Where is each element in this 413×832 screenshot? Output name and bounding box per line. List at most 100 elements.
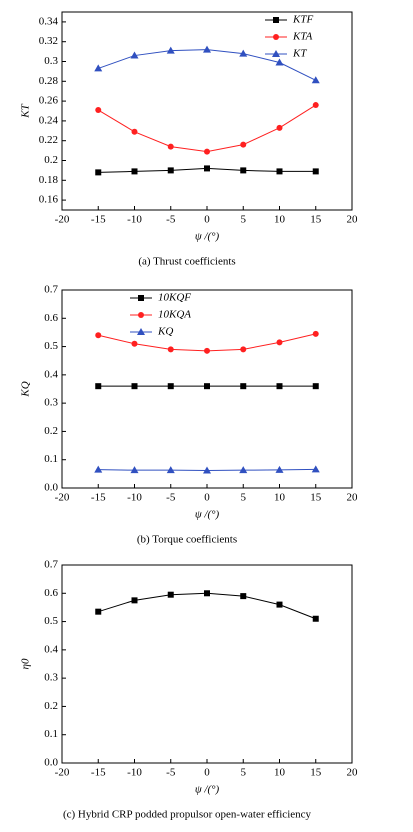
series-line <box>97 104 317 153</box>
y-tick-label: 0.16 <box>39 194 59 206</box>
y-axis-label: η0 <box>20 658 32 669</box>
marker <box>131 340 138 347</box>
y-tick-label: 0.0 <box>44 757 58 769</box>
y-tick-label: 0.5 <box>44 615 58 627</box>
x-tick-label: 15 <box>310 492 322 504</box>
marker <box>95 608 102 615</box>
y-tick-label: 0.6 <box>44 312 58 324</box>
marker <box>167 143 174 150</box>
caption: (a) Thrust coefficients <box>138 256 235 268</box>
caption: (c) Hybrid CRP podded propulsor open-wat… <box>63 809 312 821</box>
x-tick-label: -10 <box>127 214 142 226</box>
marker <box>312 102 319 109</box>
x-tick-label: 10 <box>274 767 286 779</box>
x-tick-label: -5 <box>166 214 176 226</box>
marker <box>203 45 211 53</box>
x-tick-label: 10 <box>274 214 286 226</box>
x-axis-label: ψ /(°) <box>195 231 220 243</box>
y-tick-label: 0.7 <box>44 559 58 571</box>
marker <box>204 148 210 155</box>
y-tick-label: 0.7 <box>44 284 58 296</box>
x-tick-label: -10 <box>127 492 142 504</box>
marker <box>273 34 279 40</box>
y-tick-label: 0.4 <box>44 643 58 655</box>
y-tick-label: 0.5 <box>44 340 58 352</box>
x-axis-label: ψ /(°) <box>195 784 220 796</box>
legend-label: KT <box>292 48 307 60</box>
marker <box>312 330 319 337</box>
marker <box>95 383 102 390</box>
y-tick-label: 0.2 <box>44 700 58 712</box>
marker <box>138 295 144 301</box>
marker <box>276 601 283 608</box>
x-tick-label: -10 <box>127 767 142 779</box>
marker <box>276 339 283 346</box>
marker <box>95 107 102 114</box>
y-tick-label: 0.24 <box>39 114 59 126</box>
marker <box>276 383 283 390</box>
y-tick-label: 0.34 <box>39 15 59 27</box>
x-tick-label: -20 <box>55 492 70 504</box>
marker <box>166 46 175 54</box>
marker <box>167 167 174 174</box>
y-tick-label: 0.6 <box>44 587 58 599</box>
marker <box>276 124 283 131</box>
marker <box>130 466 139 474</box>
x-tick-label: 10 <box>274 492 286 504</box>
marker <box>94 465 103 473</box>
marker <box>204 590 210 597</box>
x-tick-label: 20 <box>347 214 359 226</box>
marker <box>272 50 280 57</box>
y-tick-label: 0.4 <box>44 368 58 380</box>
marker <box>138 312 144 318</box>
x-tick-label: 0 <box>204 492 210 504</box>
y-tick-label: 0.3 <box>44 397 58 409</box>
y-tick-label: 0.0 <box>44 482 58 494</box>
x-tick-label: -15 <box>91 767 106 779</box>
marker <box>275 58 284 66</box>
x-tick-label: 0 <box>204 214 210 226</box>
marker <box>312 383 319 390</box>
y-tick-label: 0.2 <box>44 154 58 166</box>
x-tick-label: 5 <box>241 767 247 779</box>
marker <box>312 168 319 175</box>
marker <box>275 465 284 473</box>
y-tick-label: 0.22 <box>39 134 58 146</box>
marker <box>167 346 174 353</box>
legend-label: 10KQA <box>158 309 191 321</box>
x-tick-label: 20 <box>347 492 359 504</box>
x-tick-label: -20 <box>55 214 70 226</box>
y-axis-label: KT <box>20 103 32 118</box>
x-tick-label: 0 <box>204 767 210 779</box>
y-tick-label: 0.26 <box>39 95 59 107</box>
marker <box>203 466 211 474</box>
x-tick-label: 15 <box>310 767 322 779</box>
y-tick-label: 0.1 <box>44 453 58 465</box>
x-tick-label: 20 <box>347 767 359 779</box>
marker <box>95 169 102 176</box>
marker <box>95 332 102 339</box>
series-line <box>98 592 316 620</box>
marker <box>239 466 248 474</box>
y-tick-label: 0.3 <box>44 55 58 67</box>
marker <box>167 591 174 598</box>
marker <box>130 51 139 59</box>
legend-label: 10KQF <box>158 292 191 304</box>
marker <box>204 347 210 354</box>
caption: (b) Torque coefficients <box>137 534 237 546</box>
x-tick-label: -20 <box>55 767 70 779</box>
marker <box>131 597 138 604</box>
marker <box>240 593 247 600</box>
marker <box>240 346 247 353</box>
marker <box>204 165 210 172</box>
marker <box>312 615 319 622</box>
y-tick-label: 0.2 <box>44 425 58 437</box>
y-axis-label: KQ <box>20 381 32 397</box>
marker <box>311 76 320 84</box>
legend-label: KQ <box>157 326 173 338</box>
marker <box>137 328 145 335</box>
marker <box>240 383 247 390</box>
x-tick-label: -15 <box>91 492 106 504</box>
y-tick-label: 0.28 <box>39 75 59 87</box>
marker <box>94 64 103 72</box>
